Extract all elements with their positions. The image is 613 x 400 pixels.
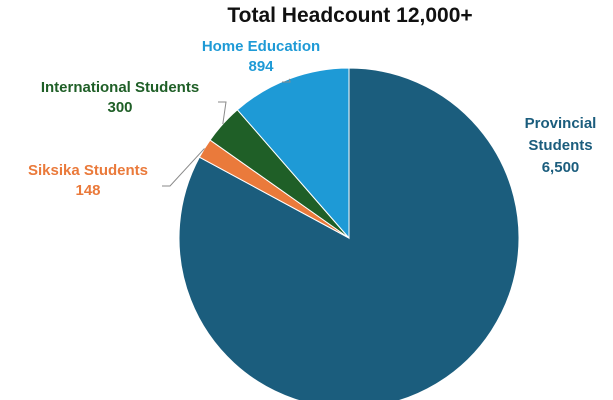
label-international-students: International Students 300	[14, 78, 226, 118]
label-home-education-name: Home Education	[201, 38, 321, 55]
label-home-education: Home Education 894	[176, 37, 346, 77]
leader-line-international-students	[218, 101, 227, 125]
label-international-students-name: International Students	[40, 79, 200, 96]
label-provincial-students-name: Provincial Students	[524, 115, 597, 154]
leader-line-siksika-students	[162, 148, 205, 187]
label-home-education-value: 894	[248, 58, 274, 75]
label-siksika-students-name: Siksika Students	[27, 162, 149, 179]
label-siksika-students: Siksika Students 148	[8, 161, 168, 201]
leader-line-home-education	[282, 78, 291, 83]
label-siksika-students-value: 148	[75, 182, 101, 199]
label-provincial-students: Provincial Students 6,500	[508, 113, 613, 179]
pie-slice-home-education	[236, 67, 350, 240]
label-international-students-value: 300	[107, 99, 133, 116]
chart-title: Total Headcount 12,000+	[227, 4, 473, 27]
label-provincial-students-value: 6,500	[541, 159, 580, 176]
pie-slice-provincial-students	[178, 67, 520, 400]
